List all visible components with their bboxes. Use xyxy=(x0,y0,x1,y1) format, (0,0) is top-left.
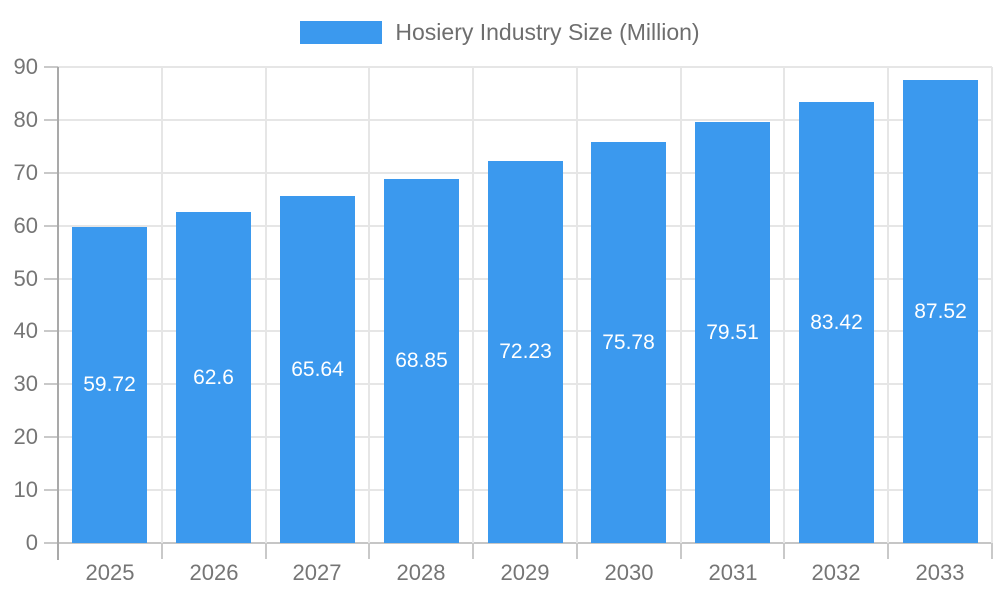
y-axis-label: 70 xyxy=(13,160,38,185)
x-axis-tick xyxy=(472,543,474,559)
y-axis-tick xyxy=(44,119,58,121)
v-gridline xyxy=(991,67,993,543)
bar-value-label: 79.51 xyxy=(706,320,759,344)
legend-label: Hosiery Industry Size (Million) xyxy=(395,18,700,45)
bar-value-label: 87.52 xyxy=(914,299,967,323)
x-axis-label: 2030 xyxy=(604,560,654,585)
v-gridline xyxy=(161,67,163,543)
y-axis-label: 20 xyxy=(13,424,38,449)
x-axis-tick xyxy=(368,543,370,559)
plot-area: 59.72 62.6 65.64 68.85 72.23 75.78 79.51 83.42 8… xyxy=(44,66,993,560)
bar-value-label: 83.42 xyxy=(810,310,863,334)
y-axis-label: 90 xyxy=(13,54,38,79)
h-gridline xyxy=(58,119,992,121)
bar-value-label: 68.85 xyxy=(395,349,448,372)
x-axis-label: 2032 xyxy=(811,560,861,585)
bar[interactable]: 72.23 xyxy=(488,161,563,543)
y-axis-label: 10 xyxy=(13,477,38,502)
v-gridline xyxy=(368,67,370,543)
v-gridline xyxy=(680,67,682,543)
legend-swatch xyxy=(300,20,383,44)
y-axis-tick xyxy=(44,436,58,438)
x-axis-label: 2029 xyxy=(500,560,550,585)
x-axis-label: 2025 xyxy=(85,560,135,585)
y-axis-label: 0 xyxy=(25,530,38,555)
x-axis-label: 2026 xyxy=(189,560,239,585)
y-axis-label: 80 xyxy=(13,107,38,132)
y-axis-label: 60 xyxy=(13,213,38,238)
x-axis-tick xyxy=(161,543,163,559)
x-axis-tick xyxy=(680,543,682,559)
bar-value-label: 75.78 xyxy=(602,330,655,354)
y-axis-tick xyxy=(44,172,58,174)
y-axis-labels: 0 10 20 30 40 50 60 70 80 90 xyxy=(0,54,38,555)
bar-value-label: 72.23 xyxy=(499,340,552,363)
x-axis-tick xyxy=(887,543,889,559)
y-axis-tick xyxy=(44,66,58,68)
bar[interactable]: 87.52 xyxy=(903,80,978,543)
x-axis-tick xyxy=(265,543,267,559)
x-axis-label: 2031 xyxy=(708,560,758,585)
x-axis-tick xyxy=(991,543,993,559)
bar-value-label: 59.72 xyxy=(83,373,136,396)
y-axis-tick xyxy=(44,278,58,280)
x-axis-labels: 2025 2026 2027 2028 2029 2030 2031 2032 2033 xyxy=(58,560,992,590)
bar[interactable]: 83.42 xyxy=(799,102,874,543)
x-axis-tick xyxy=(783,543,785,559)
v-gridline xyxy=(265,67,267,543)
h-gridline xyxy=(58,542,992,544)
y-axis-line xyxy=(57,67,59,560)
bar[interactable]: 65.64 xyxy=(280,196,355,543)
v-gridline xyxy=(783,67,785,543)
y-axis-label: 30 xyxy=(13,371,38,396)
bar[interactable]: 79.51 xyxy=(695,122,770,543)
v-gridline xyxy=(887,67,889,543)
h-gridline xyxy=(58,66,992,68)
y-axis-tick xyxy=(44,489,58,491)
bar[interactable]: 68.85 xyxy=(384,179,459,543)
v-gridline xyxy=(472,67,474,543)
bar[interactable]: 75.78 xyxy=(591,142,666,543)
x-axis-label: 2028 xyxy=(396,560,446,585)
y-axis-tick xyxy=(44,383,58,385)
x-axis-label: 2033 xyxy=(915,560,965,585)
y-axis-tick xyxy=(44,225,58,227)
v-gridline xyxy=(576,67,578,543)
bar-value-label: 62.6 xyxy=(193,365,234,389)
bar-value-label: 65.64 xyxy=(291,357,344,381)
bar[interactable]: 59.72 xyxy=(72,227,147,543)
x-axis-label: 2027 xyxy=(292,560,342,585)
legend[interactable]: Hosiery Industry Size (Million) xyxy=(0,17,1000,47)
x-axis-tick xyxy=(576,543,578,559)
y-axis-label: 50 xyxy=(13,266,38,291)
y-axis-tick xyxy=(44,330,58,332)
y-axis-label: 40 xyxy=(13,318,38,343)
bar[interactable]: 62.6 xyxy=(176,212,251,543)
y-axis-tick xyxy=(44,542,58,544)
